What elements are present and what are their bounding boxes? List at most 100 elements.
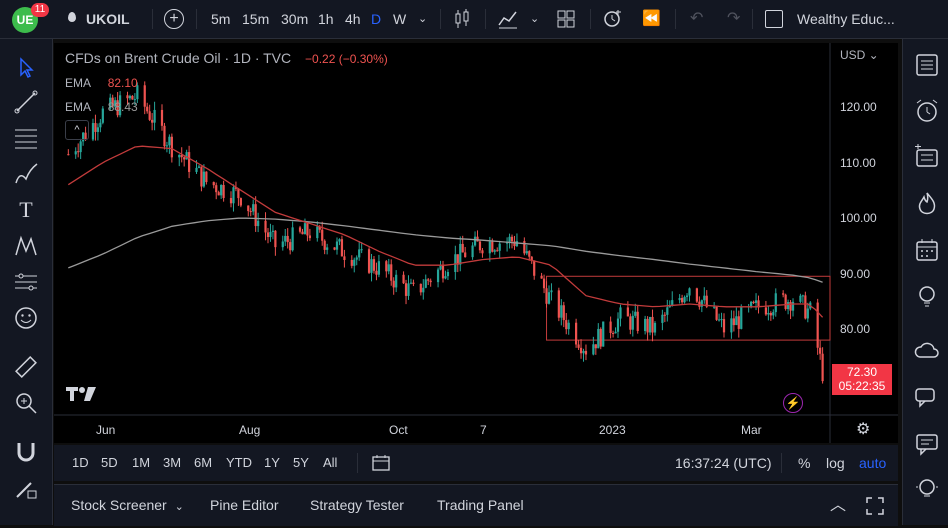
utc-clock[interactable]: 16:37:24 (UTC): [675, 455, 772, 471]
range-6m[interactable]: 6M: [194, 455, 213, 470]
candle-body: [237, 188, 240, 199]
price-chart[interactable]: [54, 43, 898, 443]
candle-body: [160, 109, 164, 126]
candle-body: [750, 301, 753, 307]
candles-icon[interactable]: [453, 9, 471, 29]
replay-icon[interactable]: ⏪: [642, 10, 661, 27]
indicators-dropdown-icon[interactable]: ⌄: [530, 13, 540, 25]
interval-15m[interactable]: 15m: [242, 11, 270, 27]
candle-body: [284, 235, 287, 242]
tab-stock-screener[interactable]: Stock Screener ⌄: [71, 497, 184, 513]
redo-icon[interactable]: ↷: [727, 10, 741, 27]
ideas-bulb-icon[interactable]: [914, 284, 940, 310]
tab-pine-editor[interactable]: Pine Editor: [210, 497, 279, 513]
pattern-icon[interactable]: [13, 233, 39, 259]
forecast-icon[interactable]: [13, 269, 39, 295]
range-5d[interactable]: 5D: [101, 455, 118, 470]
chart-title[interactable]: CFDs on Brent Crude Oil · 1D · TVC: [65, 50, 292, 66]
candle-body: [799, 295, 802, 302]
calendar-icon[interactable]: [914, 237, 940, 263]
add-symbol-icon[interactable]: +: [164, 9, 184, 29]
ruler-icon[interactable]: [13, 354, 39, 380]
candle-body: [402, 274, 405, 284]
percent-scale-toggle[interactable]: %: [798, 455, 811, 471]
range-1y[interactable]: 1Y: [264, 455, 280, 470]
streams-cloud-icon[interactable]: [914, 339, 940, 365]
auto-scale-toggle[interactable]: auto: [859, 455, 887, 471]
candle-body: [764, 307, 768, 315]
ema-slow-legend[interactable]: EMA 88.43: [65, 100, 138, 114]
range-1d[interactable]: 1D: [72, 455, 89, 470]
log-scale-toggle[interactable]: log: [826, 455, 845, 471]
lock-drawing-icon[interactable]: [13, 475, 39, 501]
interval-30m[interactable]: 30m: [281, 11, 309, 27]
candle-body: [392, 280, 395, 288]
candle-body: [298, 227, 302, 232]
candle-body: [523, 241, 526, 254]
candle-body: [703, 295, 706, 301]
candle-body: [343, 256, 346, 260]
messages-icon[interactable]: [914, 431, 940, 457]
data-window-icon[interactable]: [914, 143, 940, 169]
range-ytd[interactable]: YTD: [226, 455, 252, 470]
collapse-legend-icon[interactable]: ^: [65, 120, 89, 140]
chart-settings-icon[interactable]: ⚙: [856, 421, 871, 438]
ema-fast-legend[interactable]: EMA 82.10: [65, 76, 138, 90]
currency-label[interactable]: USD ⌄: [840, 48, 879, 62]
layout-checkbox-icon[interactable]: [765, 10, 783, 28]
candle-body: [254, 204, 257, 227]
candle-body: [789, 302, 792, 311]
layout-name[interactable]: Wealthy Educ...: [797, 11, 895, 27]
trend-line-icon[interactable]: [13, 89, 39, 115]
indicators-icon[interactable]: [498, 9, 518, 29]
goto-date-icon[interactable]: [372, 454, 390, 472]
maximize-icon[interactable]: [866, 497, 884, 515]
candle-body: [668, 305, 671, 308]
cursor-icon[interactable]: [13, 54, 39, 80]
range-3m[interactable]: 3M: [163, 455, 182, 470]
undo-icon[interactable]: ↶: [690, 10, 704, 27]
emoji-icon[interactable]: [13, 305, 39, 331]
candle-body: [212, 182, 215, 186]
alarm-clock-icon[interactable]: [914, 98, 940, 124]
watchlist-icon[interactable]: [914, 52, 940, 78]
horizontal-lines-icon[interactable]: [13, 125, 39, 151]
candle-body: [439, 265, 442, 270]
candle-body: [291, 227, 294, 251]
screener-dropdown-icon[interactable]: ⌄: [174, 501, 184, 513]
range-1m[interactable]: 1M: [132, 455, 151, 470]
interval-d[interactable]: D: [371, 11, 382, 27]
chart-pane[interactable]: [54, 43, 898, 443]
interval-1h[interactable]: 1h: [318, 11, 334, 27]
range-all[interactable]: All: [323, 455, 338, 470]
zoom-icon[interactable]: [13, 390, 39, 416]
candle-body: [183, 157, 186, 160]
text-tool-icon[interactable]: T: [19, 197, 33, 222]
expand-panel-icon[interactable]: ︿: [830, 497, 847, 514]
interval-dropdown-icon[interactable]: ⌄: [418, 13, 428, 25]
candle-body: [202, 171, 206, 187]
help-bulb-icon[interactable]: [914, 476, 940, 502]
candle-body: [165, 145, 169, 147]
interval-4h[interactable]: 4h: [345, 11, 361, 27]
candle-body: [74, 151, 77, 155]
alert-icon[interactable]: [603, 9, 623, 29]
candle-body: [616, 318, 620, 332]
candle-body: [289, 242, 292, 251]
range-5y[interactable]: 5Y: [293, 455, 309, 470]
lightning-icon[interactable]: ⚡: [783, 393, 803, 413]
layouts-icon[interactable]: [557, 10, 575, 28]
chats-icon[interactable]: [914, 385, 940, 411]
tab-trading-panel[interactable]: Trading Panel: [437, 497, 524, 513]
magnet-icon[interactable]: [13, 439, 39, 465]
candle-body: [540, 275, 543, 279]
brush-icon[interactable]: [13, 161, 39, 187]
candle-body: [187, 152, 191, 172]
hotlist-flame-icon[interactable]: [914, 191, 940, 217]
tab-strategy-tester[interactable]: Strategy Tester: [310, 497, 404, 513]
symbol-search[interactable]: UKOIL: [86, 11, 130, 27]
interval-w[interactable]: W: [393, 11, 407, 27]
interval-5m[interactable]: 5m: [211, 11, 231, 27]
last-price-tag: 72.30 05:22:35: [832, 364, 892, 395]
candle-body: [109, 97, 112, 109]
